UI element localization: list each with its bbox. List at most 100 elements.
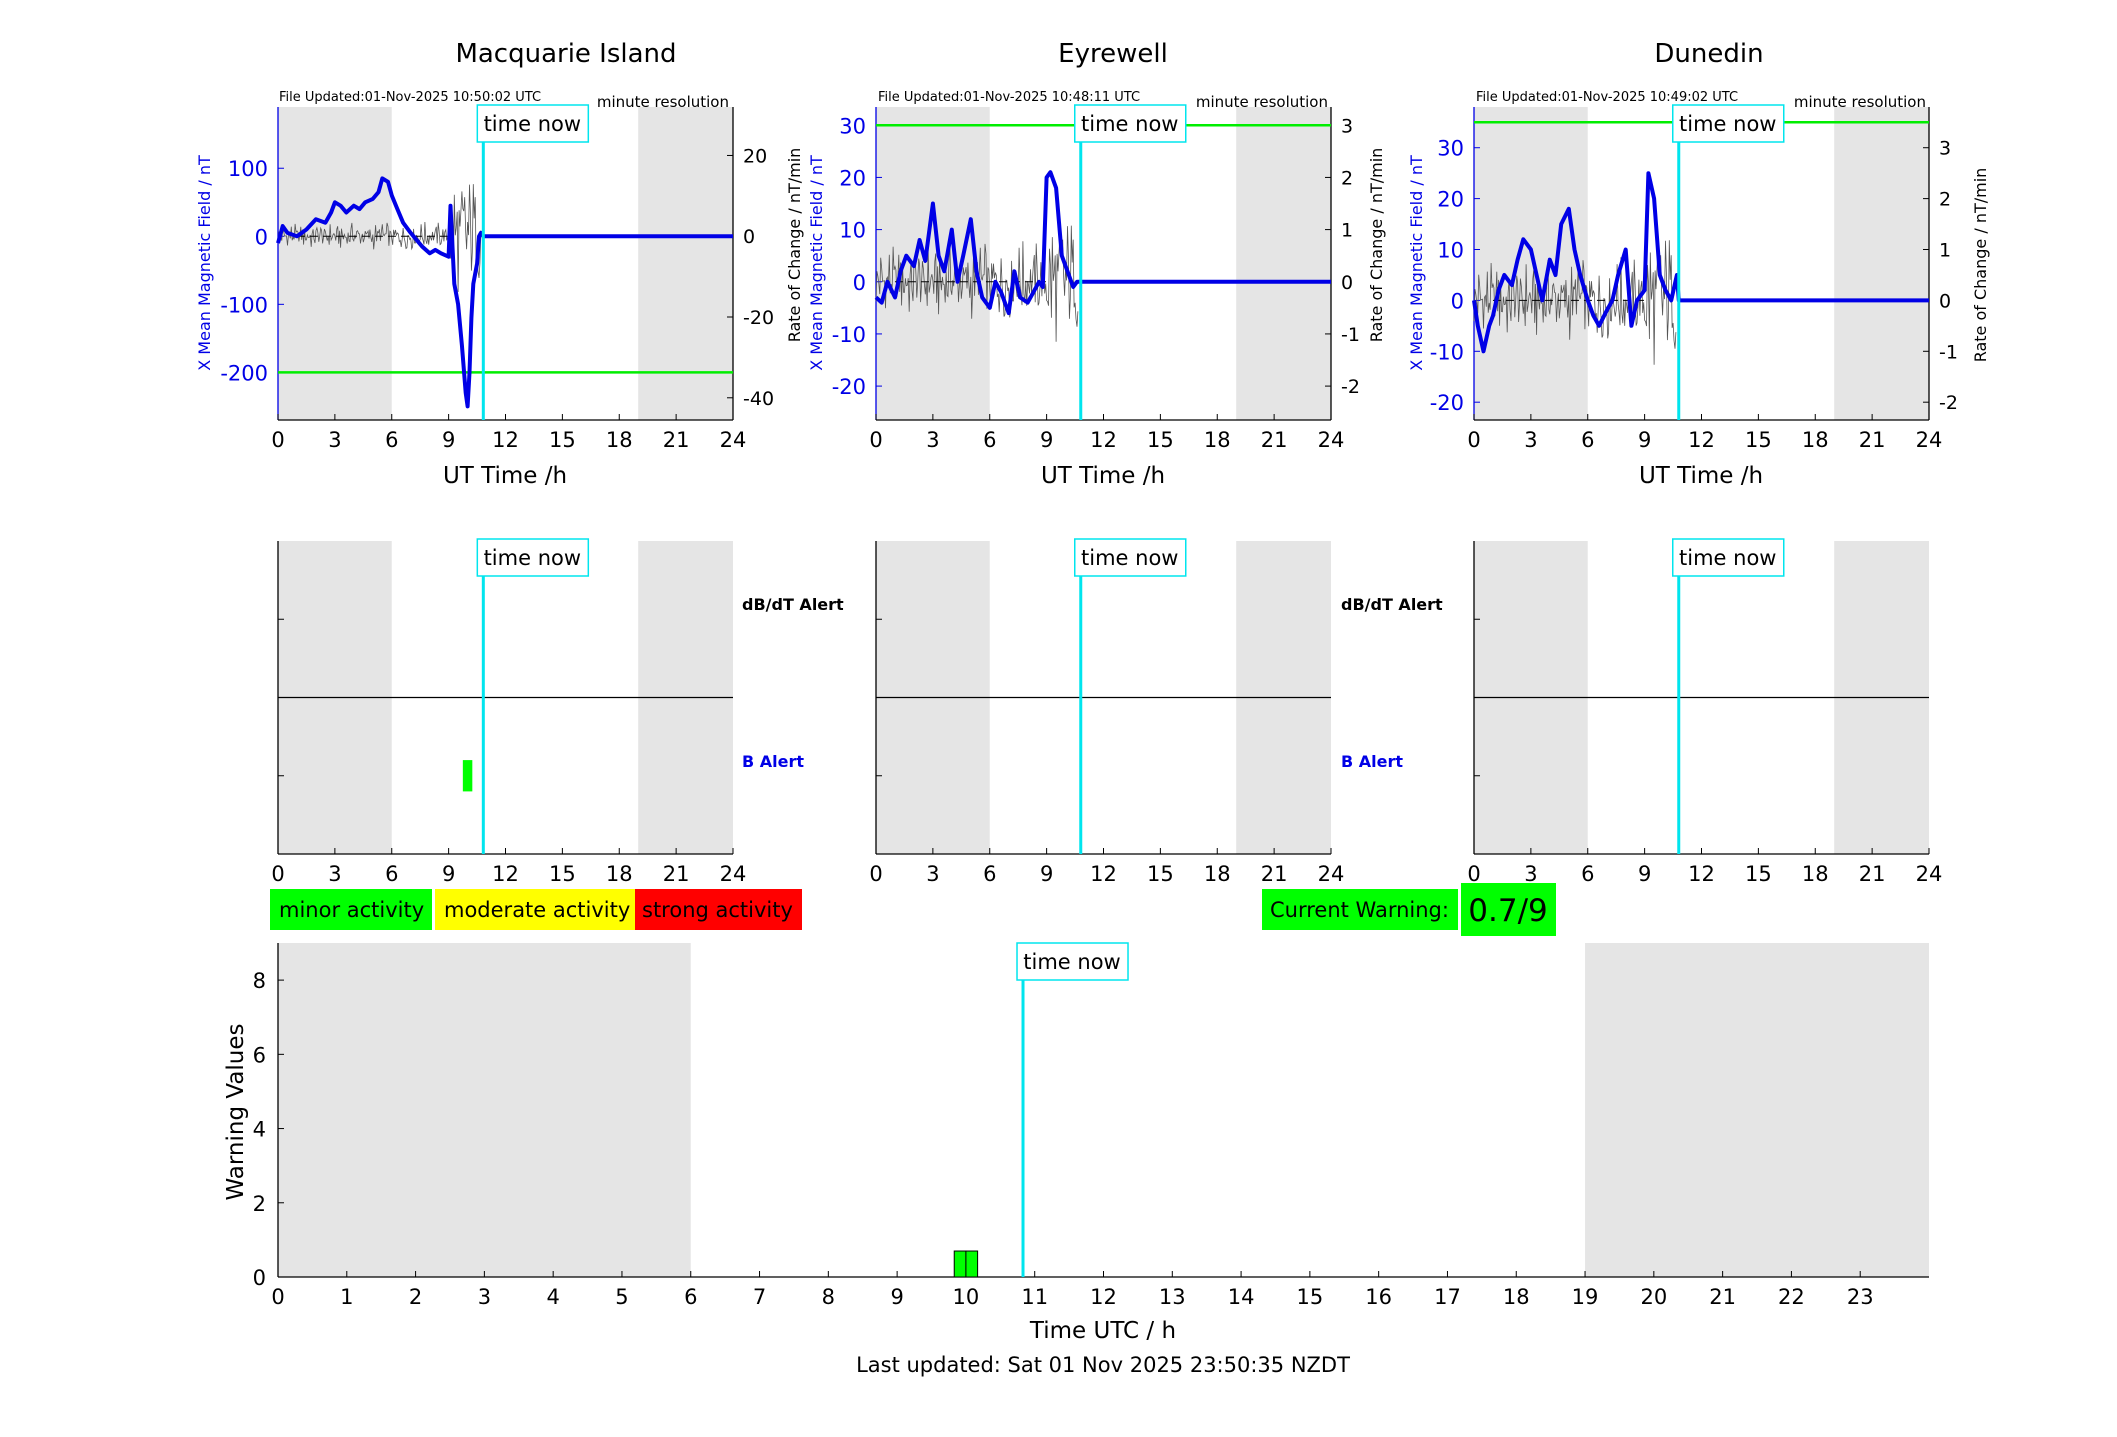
x-tick-label: 6: [684, 1285, 697, 1309]
x-tick-label: 21: [1859, 428, 1886, 452]
x-tick-label: 0: [271, 862, 284, 886]
x-tick-label: 3: [1524, 862, 1537, 886]
x-tick-label: 9: [1638, 862, 1651, 886]
panel-dunedin-field: Dunedin File Updated:01-Nov-2025 10:49:0…: [1367, 39, 1990, 489]
y-tick-label-right: -2: [1939, 392, 1958, 414]
x-tick-label: 18: [606, 428, 633, 452]
panel-title: Macquarie Island: [455, 39, 676, 69]
y-tick-label-right: 3: [1341, 115, 1353, 137]
y-axis-label-left: X Mean Magnetic Field / nT: [807, 155, 826, 371]
x-tick-label: 6: [1581, 862, 1594, 886]
night-shade: [638, 107, 733, 420]
y-tick-label-right: 2: [1341, 167, 1353, 189]
dbdt-alert-label: dB/dT Alert: [742, 595, 844, 614]
y-axis-label-left: X Mean Magnetic Field / nT: [195, 155, 214, 371]
x-tick-label: 0: [1467, 862, 1480, 886]
time-now-box: [476, 104, 590, 143]
x-tick-label: 1: [340, 1285, 353, 1309]
x-tick-label: 24: [1916, 428, 1943, 452]
panel-title: Dunedin: [1654, 39, 1763, 69]
x-tick-label: 21: [1709, 1285, 1736, 1309]
legend-strong-label: strong activity: [642, 898, 793, 922]
x-tick-label: 6: [385, 428, 398, 452]
x-tick-label: 24: [720, 428, 747, 452]
x-tick-label: 9: [1040, 428, 1053, 452]
field-series-line: [874, 170, 1331, 316]
activity-legend: minor activity moderate activity strong …: [270, 889, 802, 930]
y-tick-label-left: -20: [1430, 391, 1464, 415]
y-tick-label-right: 3: [1939, 138, 1951, 160]
y-tick-label-right: -20: [743, 307, 774, 329]
y-tick-label-left: 10: [1437, 239, 1464, 263]
alert-plot: 0 3 6 9 12 15 18 21 24 time now: [869, 538, 1344, 886]
time-now-label: time now: [1023, 950, 1120, 974]
x-tick-label: 15: [1745, 428, 1772, 452]
time-now-box: [1074, 104, 1187, 143]
x-tick-label: 9: [1638, 428, 1651, 452]
x-tick-label: 16: [1365, 1285, 1392, 1309]
x-tick-label: 23: [1847, 1285, 1874, 1309]
x-tick-label: 18: [1802, 428, 1829, 452]
dbdt-alert-label: dB/dT Alert: [1341, 595, 1443, 614]
y-tick-label: 0: [253, 1266, 266, 1290]
time-now-box: [1672, 538, 1785, 577]
x-tick-label: 21: [663, 862, 690, 886]
x-tick-label: 15: [1147, 862, 1174, 886]
night-shade: [1474, 107, 1588, 420]
legend-minor-swatch: [270, 889, 432, 930]
file-updated-label: File Updated:01-Nov-2025 10:49:02 UTC: [1476, 90, 1738, 105]
x-axis-label: UT Time /h: [443, 463, 567, 489]
y-tick-label-right: 0: [1341, 272, 1353, 294]
x-tick-label: 21: [663, 428, 690, 452]
y-tick-label-right: 2: [1939, 189, 1951, 211]
y-tick-label-left: -200: [220, 361, 268, 385]
x-tick-label: 18: [606, 862, 633, 886]
y-tick-label-left: 10: [839, 219, 866, 243]
y-axis-label: Warning Values: [223, 1023, 249, 1200]
y-tick-label-left: 30: [839, 114, 866, 138]
y-tick-label-left: 100: [228, 157, 268, 181]
y-tick-label-left: -20: [832, 375, 866, 399]
night-shade: [278, 943, 691, 1277]
x-tick-label: 12: [1688, 428, 1715, 452]
x-tick-label: 15: [1297, 1285, 1324, 1309]
alert-plot: 0 3 6 9 12 15 18 21 24 time now: [271, 538, 746, 886]
time-now-label: time now: [484, 112, 581, 136]
y-axis-label-left: X Mean Magnetic Field / nT: [1407, 155, 1426, 371]
y-tick-label-left: 0: [853, 271, 866, 295]
x-tick-label: 10: [953, 1285, 980, 1309]
y-axis-label-right: Rate of Change / nT/min: [1971, 168, 1990, 363]
x-tick-label: 3: [926, 862, 939, 886]
x-tick-label: 21: [1261, 862, 1288, 886]
x-tick-label: 18: [1802, 862, 1829, 886]
current-warning-value-box: [1461, 883, 1556, 936]
y-tick-label-left: 0: [255, 225, 268, 249]
rate-of-change-line: [1473, 240, 1677, 365]
b-alert-bar: [462, 760, 473, 792]
x-tick-label: 3: [478, 1285, 491, 1309]
y-tick-label-left: -100: [220, 293, 268, 317]
x-tick-label: 5: [615, 1285, 628, 1309]
legend-moderate-label: moderate activity: [444, 898, 630, 922]
x-tick-label: 11: [1021, 1285, 1048, 1309]
x-tick-label: 9: [442, 428, 455, 452]
y-tick-label: 4: [253, 1118, 266, 1142]
y-tick-label: 2: [253, 1192, 266, 1216]
current-warning: Current Warning: 0.7/9: [1262, 883, 1556, 936]
x-tick-label: 15: [549, 428, 576, 452]
panel-macquarie-alerts: 0 3 6 9 12 15 18 21 24 time now dB/dT Alert B Ale…: [271, 538, 844, 886]
x-tick-label: 9: [890, 1285, 903, 1309]
x-tick-label: 18: [1204, 428, 1231, 452]
y-tick-label-right: -1: [1939, 341, 1958, 363]
y-tick-label-right: -2: [1341, 376, 1360, 398]
x-tick-label: 6: [385, 862, 398, 886]
x-axis-label: Time UTC / h: [1029, 1318, 1176, 1344]
b-alert-label: B Alert: [1341, 752, 1403, 771]
y-tick-label-left: 20: [839, 166, 866, 190]
y-tick-label-right: 20: [743, 145, 767, 167]
